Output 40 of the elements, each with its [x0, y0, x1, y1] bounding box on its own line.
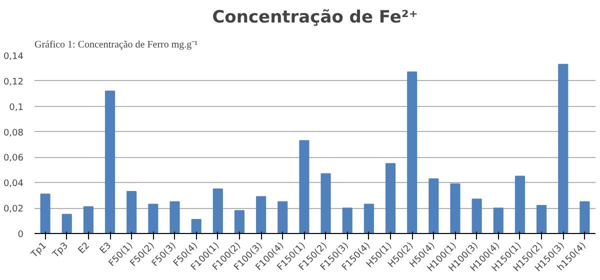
bar — [580, 201, 590, 234]
bar — [364, 204, 374, 234]
bar — [191, 219, 202, 234]
bar — [320, 173, 331, 234]
bar — [558, 64, 568, 234]
bar — [256, 196, 266, 234]
x-tick-label: E2 — [76, 240, 92, 256]
y-tick-label: 0,02 — [3, 204, 24, 215]
bar — [299, 140, 310, 234]
bar — [407, 72, 418, 234]
bar — [385, 163, 396, 234]
bar — [40, 194, 50, 234]
y-tick-label: 0,04 — [3, 179, 24, 190]
x-tick-label: Tp1 — [29, 240, 49, 261]
bar — [170, 201, 180, 234]
bar — [450, 183, 460, 234]
x-tick-label: E3 — [98, 240, 114, 256]
text: Gráfico 1: Concentração de Ferro mg.g⁻¹ — [34, 40, 198, 50]
bar — [62, 214, 72, 234]
bar — [126, 191, 137, 234]
bar — [104, 90, 116, 234]
y-tick-label: 0,06 — [3, 154, 24, 164]
bar — [514, 176, 526, 234]
chart-title: Concentração de Fe²⁺ — [212, 8, 418, 28]
bar — [342, 208, 352, 234]
bar — [83, 206, 94, 234]
x-tick-label: Tp3 — [50, 240, 70, 261]
bar — [536, 205, 547, 234]
bar — [428, 178, 439, 234]
y-tick-label: 0 — [18, 230, 24, 240]
y-tick-label: 0,08 — [3, 128, 24, 138]
bar — [234, 210, 245, 234]
bar — [472, 198, 482, 234]
y-tick-label: 0,14 — [3, 52, 24, 62]
y-tick-label: 0,1 — [9, 102, 24, 113]
bar — [212, 188, 223, 234]
bar — [148, 204, 158, 234]
bar — [278, 201, 288, 234]
y-tick-label: 0,12 — [3, 77, 24, 88]
bar — [493, 208, 504, 234]
